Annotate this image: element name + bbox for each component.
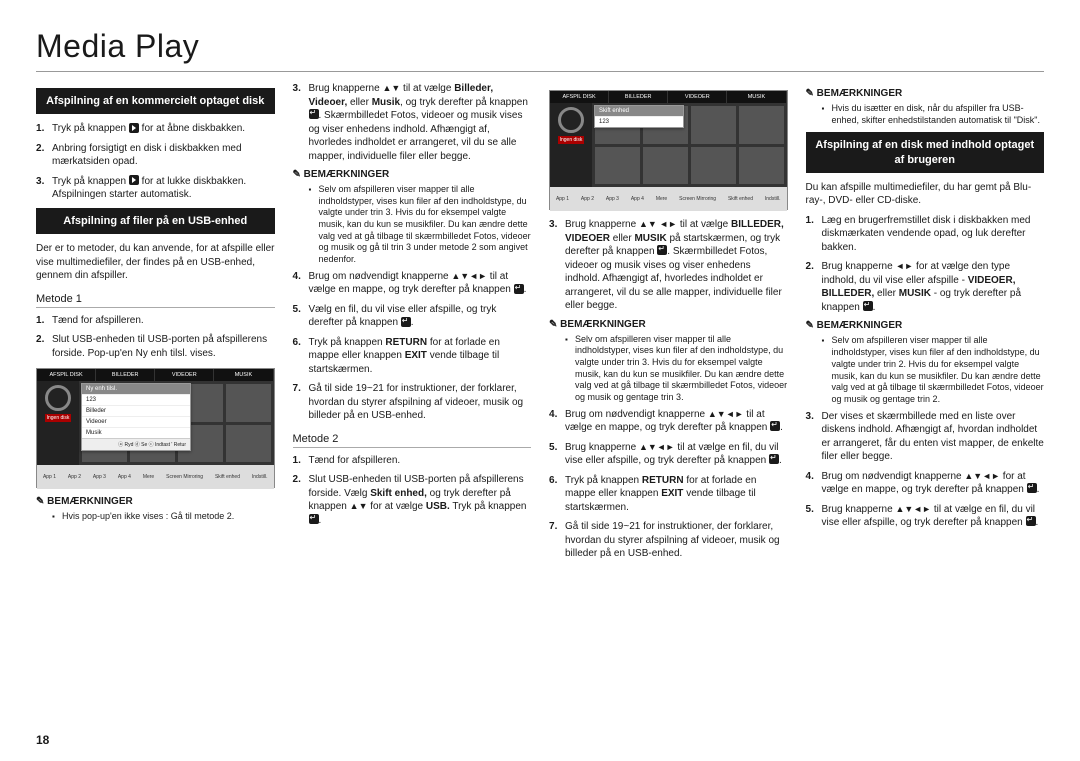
notes-heading: BEMÆRKNINGER (806, 88, 1045, 99)
tab: AFSPIL DISK (37, 369, 96, 381)
enter-icon (1027, 483, 1037, 493)
notes-heading: BEMÆRKNINGER (293, 169, 532, 180)
notes-list: Hvis pop-up'en ikke vises : Gå til metod… (52, 511, 275, 523)
column-2: Brug knapperne ▲▼ til at vælge Billeder,… (293, 82, 532, 567)
page-number: 18 (36, 733, 49, 747)
enter-icon (309, 109, 319, 119)
enter-icon (769, 454, 779, 464)
column-1: Afspilning af en kommercielt optaget dis… (36, 82, 275, 567)
step: Der vises et skærmbillede med en liste o… (806, 410, 1045, 464)
step: Anbring forsigtigt en disk i diskbakken … (36, 142, 275, 169)
eject-icon (129, 123, 139, 133)
step: Tryk på knappen RETURN for at forlade en… (293, 336, 532, 377)
eject-icon (129, 175, 139, 185)
metode-1-steps-4-7: Brug om nødvendigt knapperne ▲▼◄► til at… (293, 270, 532, 423)
step: Slut USB-enheden til USB-porten på afspi… (36, 333, 275, 360)
step: Gå til side 19~21 for instruktioner, der… (293, 382, 532, 423)
page-title: Media Play (36, 28, 1044, 72)
column-4: BEMÆRKNINGER Hvis du isætter en disk, nå… (806, 82, 1045, 567)
enter-icon (863, 301, 873, 311)
metode-2-steps-cont: Brug knapperne ▲▼ ◄► til at vælge BILLED… (549, 218, 788, 313)
step: Brug om nødvendigt knapperne ▲▼◄► til at… (293, 270, 532, 297)
enter-icon (770, 421, 780, 431)
note-item: Hvis pop-up'en ikke vises : Gå til metod… (52, 511, 275, 523)
usb-intro: Der er to metoder, du kan anvende, for a… (36, 242, 275, 283)
notes-heading: BEMÆRKNINGER (36, 496, 275, 507)
note-item: Selv om afspilleren viser mapper til all… (309, 184, 532, 266)
note-item: Selv om afspilleren viser mapper til all… (565, 334, 788, 404)
step: Brug knapperne ▲▼◄► til at vælge en fil,… (549, 441, 788, 468)
step: Tænd for afspilleren. (293, 454, 532, 468)
step: Brug knapperne ▲▼ til at vælge Billeder,… (293, 82, 532, 163)
popup-switch-device: Skift enhed 123 (594, 105, 684, 128)
metode-1-steps-cont: Brug knapperne ▲▼ til at vælge Billeder,… (293, 82, 532, 163)
disk-icon (45, 385, 71, 411)
step: Tryk på knappen for at åbne diskbakken. (36, 122, 275, 136)
step: Gå til side 19~21 for instruktioner, der… (549, 520, 788, 561)
notes-heading: BEMÆRKNINGER (806, 320, 1045, 331)
step: Brug om nødvendigt knapperne ▲▼◄► for at… (806, 470, 1045, 497)
enter-icon (1026, 516, 1036, 526)
metode-2-steps-4-7: Brug om nødvendigt knapperne ▲▼◄► til at… (549, 408, 788, 561)
tab: VIDEOER (155, 369, 214, 381)
step: Brug knapperne ▲▼◄► til at vælge en fil,… (806, 503, 1045, 530)
step: Tryk på knappen RETURN for at forlade en… (549, 474, 788, 515)
device-screenshot-2: AFSPIL DISKBILLEDERVIDEOERMUSIK Ingen di… (549, 90, 788, 210)
step: Brug knapperne ▲▼ ◄► til at vælge BILLED… (549, 218, 788, 313)
step: Tryk på knappen for at lukke diskbakken.… (36, 175, 275, 202)
section-header-user-disc: Afspilning af en disk med indhold optage… (806, 132, 1045, 173)
content-columns: Afspilning af en kommercielt optaget dis… (36, 82, 1044, 567)
enter-icon (657, 245, 667, 255)
user-disc-steps: Læg en brugerfremstillet disk i diskbakk… (806, 214, 1045, 315)
step: Vælg en fil, du vil vise eller afspille,… (293, 303, 532, 330)
step: Slut USB-enheden til USB-porten på afspi… (293, 473, 532, 527)
note-item: Selv om afspilleren viser mapper til all… (822, 335, 1045, 405)
metode-1-heading: Metode 1 (36, 293, 275, 308)
tab: BILLEDER (96, 369, 155, 381)
section-header-usb: Afspilning af filer på en USB-enhed (36, 208, 275, 234)
metode-1-steps: Tænd for afspilleren. Slut USB-enheden t… (36, 314, 275, 361)
user-disc-intro: Du kan afspille multimediefiler, du har … (806, 181, 1045, 208)
disk-icon (558, 107, 584, 133)
device-screenshot-1: AFSPIL DISK BILLEDER VIDEOER MUSIK Ingen… (36, 368, 275, 488)
notes-heading: BEMÆRKNINGER (549, 319, 788, 330)
commercial-disc-steps: Tryk på knappen for at åbne diskbakken. … (36, 122, 275, 202)
user-disc-steps-3-5: Der vises et skærmbillede med en liste o… (806, 410, 1045, 530)
enter-icon (514, 284, 524, 294)
tab: MUSIK (214, 369, 273, 381)
step: Læg en brugerfremstillet disk i diskbakk… (806, 214, 1045, 255)
metode-2-steps: Tænd for afspilleren. Slut USB-enheden t… (293, 454, 532, 528)
enter-icon (309, 514, 319, 524)
column-3: AFSPIL DISKBILLEDERVIDEOERMUSIK Ingen di… (549, 82, 788, 567)
section-header-commercial-disc: Afspilning af en kommercielt optaget dis… (36, 88, 275, 114)
enter-icon (401, 317, 411, 327)
popup-new-device: Ny enh tilsl. 123 Billeder Videoer Musik… (81, 383, 191, 451)
step: Tænd for afspilleren. (36, 314, 275, 328)
step: Brug knapperne ◄► for at vælge den type … (806, 260, 1045, 314)
metode-2-heading: Metode 2 (293, 433, 532, 448)
step: Brug om nødvendigt knapperne ▲▼◄► til at… (549, 408, 788, 435)
note-item: Hvis du isætter en disk, når du afspille… (822, 103, 1045, 126)
disk-label: Ingen disk (45, 414, 72, 422)
